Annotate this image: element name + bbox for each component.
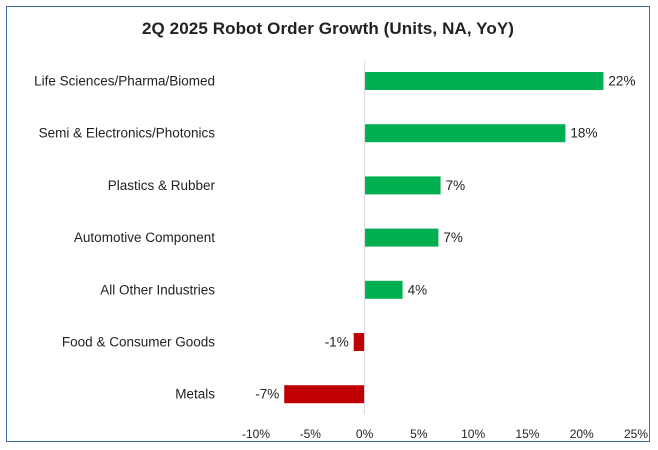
data-label: 7% [443, 230, 463, 245]
category-label: Semi & Electronics/Photonics [39, 126, 216, 141]
data-label: 4% [408, 282, 428, 297]
data-label: 18% [570, 126, 597, 141]
x-tick-label: 5% [410, 427, 428, 441]
data-label: -7% [255, 387, 279, 402]
x-tick-label: 0% [356, 427, 374, 441]
data-label: 7% [446, 178, 466, 193]
bar [364, 124, 566, 143]
x-tick-label: -10% [242, 427, 270, 441]
category-label: Metals [175, 387, 215, 402]
category-label: Food & Consumer Goods [62, 335, 215, 350]
x-tick-label: -5% [300, 427, 322, 441]
category-label: All Other Industries [100, 282, 215, 297]
x-tick-label: 10% [461, 427, 485, 441]
category-label: Automotive Component [74, 230, 215, 245]
bar [353, 333, 365, 351]
data-label: 22% [608, 74, 635, 89]
x-tick-label: 20% [570, 427, 594, 441]
bar [284, 385, 365, 404]
bar [364, 228, 439, 247]
x-tick-label: 15% [515, 427, 539, 441]
bar [364, 280, 403, 299]
bar [364, 176, 441, 195]
x-tick-label: 25% [624, 427, 648, 441]
chart-title: 2Q 2025 Robot Order Growth (Units, NA, Y… [141, 19, 515, 38]
data-label: -1% [325, 335, 349, 350]
category-label: Plastics & Rubber [108, 178, 216, 193]
category-label: Life Sciences/Pharma/Biomed [34, 74, 215, 89]
bar [364, 72, 604, 90]
